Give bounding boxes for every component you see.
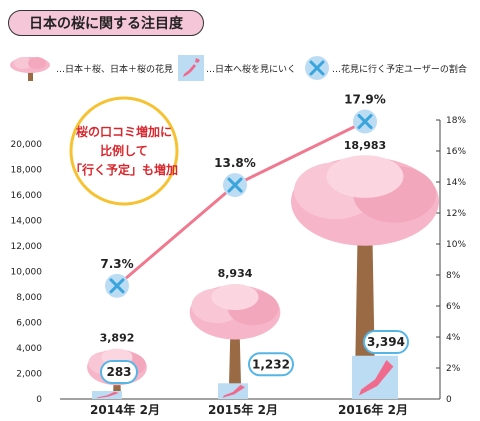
map-value-badge [363,330,409,354]
x-tick-label: 2014年 2月 [90,402,160,417]
left-tick-label: 20,000 [11,140,43,150]
map-bar-rect [218,383,248,399]
tree-canopy-top [326,155,404,198]
left-tick-label: 2,000 [16,370,42,380]
left-tick-label: 10,000 [11,268,43,278]
legend-item-map: …日本へ桜を見にいく [178,54,296,82]
right-tick-label: 2% [446,364,461,374]
tree-value-label: 3,892 [100,331,135,344]
map-value-label: 3,394 [367,335,405,349]
map-value-label: 283 [106,365,131,379]
marker-icon [305,56,329,80]
map-value-badge [248,352,294,377]
japan-map-bar: 3,394 [352,330,409,399]
japan-map-bar: 283 [92,360,138,399]
japan-islands-shape [96,391,119,399]
right-axis: 0 2% 4% 6% 8% 10% 12% 14% 16% 18% [436,116,466,405]
annotation-circle [69,96,179,206]
annotation-note: 桜の口コミ増加に 比例して 「行く予定」も増加 [69,96,179,206]
ratio-marker-x [227,177,243,193]
japan-islands-shape [222,384,245,398]
ratio-point: 7.3% [100,257,134,298]
ratio-point: 13.8% [214,156,256,198]
japan-map-icon [178,55,204,81]
left-tick-label: 14,000 [11,217,43,227]
annotation-line-2: 比例して [100,143,148,158]
map-value-badge [100,360,138,384]
x-tick-label: 2015年 2月 [208,402,278,417]
left-tick-label: 4,000 [16,344,42,354]
ratio-marker-x [357,114,373,130]
legend-item-marker: …花見に行く予定ユーザーの割合 [304,54,467,82]
cherry-tree-icon [10,57,50,81]
cherry-tree-bar: 8,934 [189,267,281,399]
left-tick-label: 16,000 [11,191,43,201]
cherry-tree-bar: 18,983 [291,139,439,399]
left-axis: 0 2,000 4,000 6,000 8,000 10,000 12,000 14,000 1… [11,140,43,405]
right-tick-label: 6% [446,302,461,312]
right-tick-label: 18% [446,116,466,126]
ratio-value-label: 17.9% [344,93,386,107]
right-tick-label: 8% [446,271,461,281]
japan-map-bar: 1,232 [218,352,294,399]
legend-label-tree: …日本＋桜、日本＋桜の花見 [56,64,174,75]
right-tick-label: 16% [446,147,466,157]
tree-canopy-top [211,284,259,311]
ratio-value-label: 13.8% [214,156,256,170]
left-tick-label: 0 [36,395,42,405]
map-bar-rect [92,391,122,399]
right-tick-label: 0 [446,395,452,405]
x-axis-labels: 2014年 2月 2015年 2月 2016年 2月 [90,402,408,417]
left-tick-label: 12,000 [11,242,43,252]
right-tick-label: 4% [446,333,461,343]
legend-label-map: …日本へ桜を見にいく [206,64,297,75]
ratio-marker-x [109,278,125,294]
right-tick-label: 10% [446,240,466,250]
left-tick-label: 18,000 [11,166,43,176]
japan-islands-shape [358,360,394,396]
map-bar-rect [352,355,398,399]
series-ratio: 7.3% 13.8% 17.9% [100,93,386,298]
x-tick-label: 2016年 2月 [338,402,408,417]
chart-title: 日本の桜に関する注目度 [8,10,204,36]
tree-value-label: 18,983 [344,139,386,152]
ratio-value-label: 7.3% [100,257,133,271]
left-tick-label: 8,000 [16,293,42,303]
right-tick-label: 12% [446,209,466,219]
legend-label-marker: …花見に行く予定ユーザーの割合 [332,64,467,75]
annotation-line-1: 桜の口コミ増加に [76,124,172,139]
right-tick-label: 14% [446,178,466,188]
legend-item-tree: …日本＋桜、日本＋桜の花見 [8,54,173,82]
ratio-point: 17.9% [344,93,386,134]
left-tick-label: 6,000 [16,319,42,329]
map-value-label: 1,232 [252,357,290,371]
tree-value-label: 8,934 [218,267,253,280]
series-maps: 283 1,232 3,394 [92,330,409,399]
annotation-line-3: 「行く予定」も増加 [70,162,178,177]
